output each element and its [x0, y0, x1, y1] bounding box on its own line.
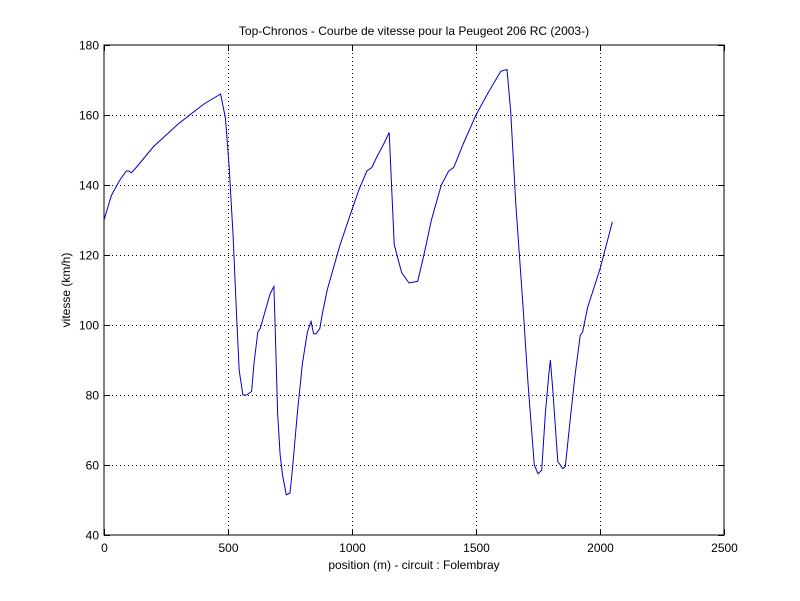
y-tick-label: 180	[79, 39, 99, 53]
y-tick-label: 140	[79, 179, 99, 193]
speed-series-line	[103, 68, 613, 496]
grid	[104, 45, 724, 535]
plot-frame	[103, 44, 725, 536]
y-tick-label: 100	[79, 319, 99, 333]
chart-title: Top-Chronos - Courbe de vitesse pour la …	[239, 24, 589, 38]
x-tick-label: 500	[218, 541, 238, 555]
plot-area	[104, 45, 724, 535]
x-axis-label: position (m) - circuit : Folembray	[328, 558, 499, 572]
ticks: 0 500 1000 1500 2000 2500 40 60 80 100 120 140 160 18…	[79, 39, 738, 556]
x-tick-label: 1000	[339, 541, 366, 555]
y-tick-label: 60	[86, 459, 100, 473]
y-axis-label: vitesse (km/h)	[59, 253, 73, 328]
y-tick-label: 40	[86, 529, 100, 543]
y-tick-label: 80	[86, 389, 100, 403]
x-tick-label: 2000	[587, 541, 614, 555]
y-tick-label: 120	[79, 249, 99, 263]
y-tick-label: 160	[79, 109, 99, 123]
x-tick-label: 1500	[463, 541, 490, 555]
x-tick-label: 0	[101, 541, 108, 555]
x-tick-label: 2500	[711, 541, 738, 555]
